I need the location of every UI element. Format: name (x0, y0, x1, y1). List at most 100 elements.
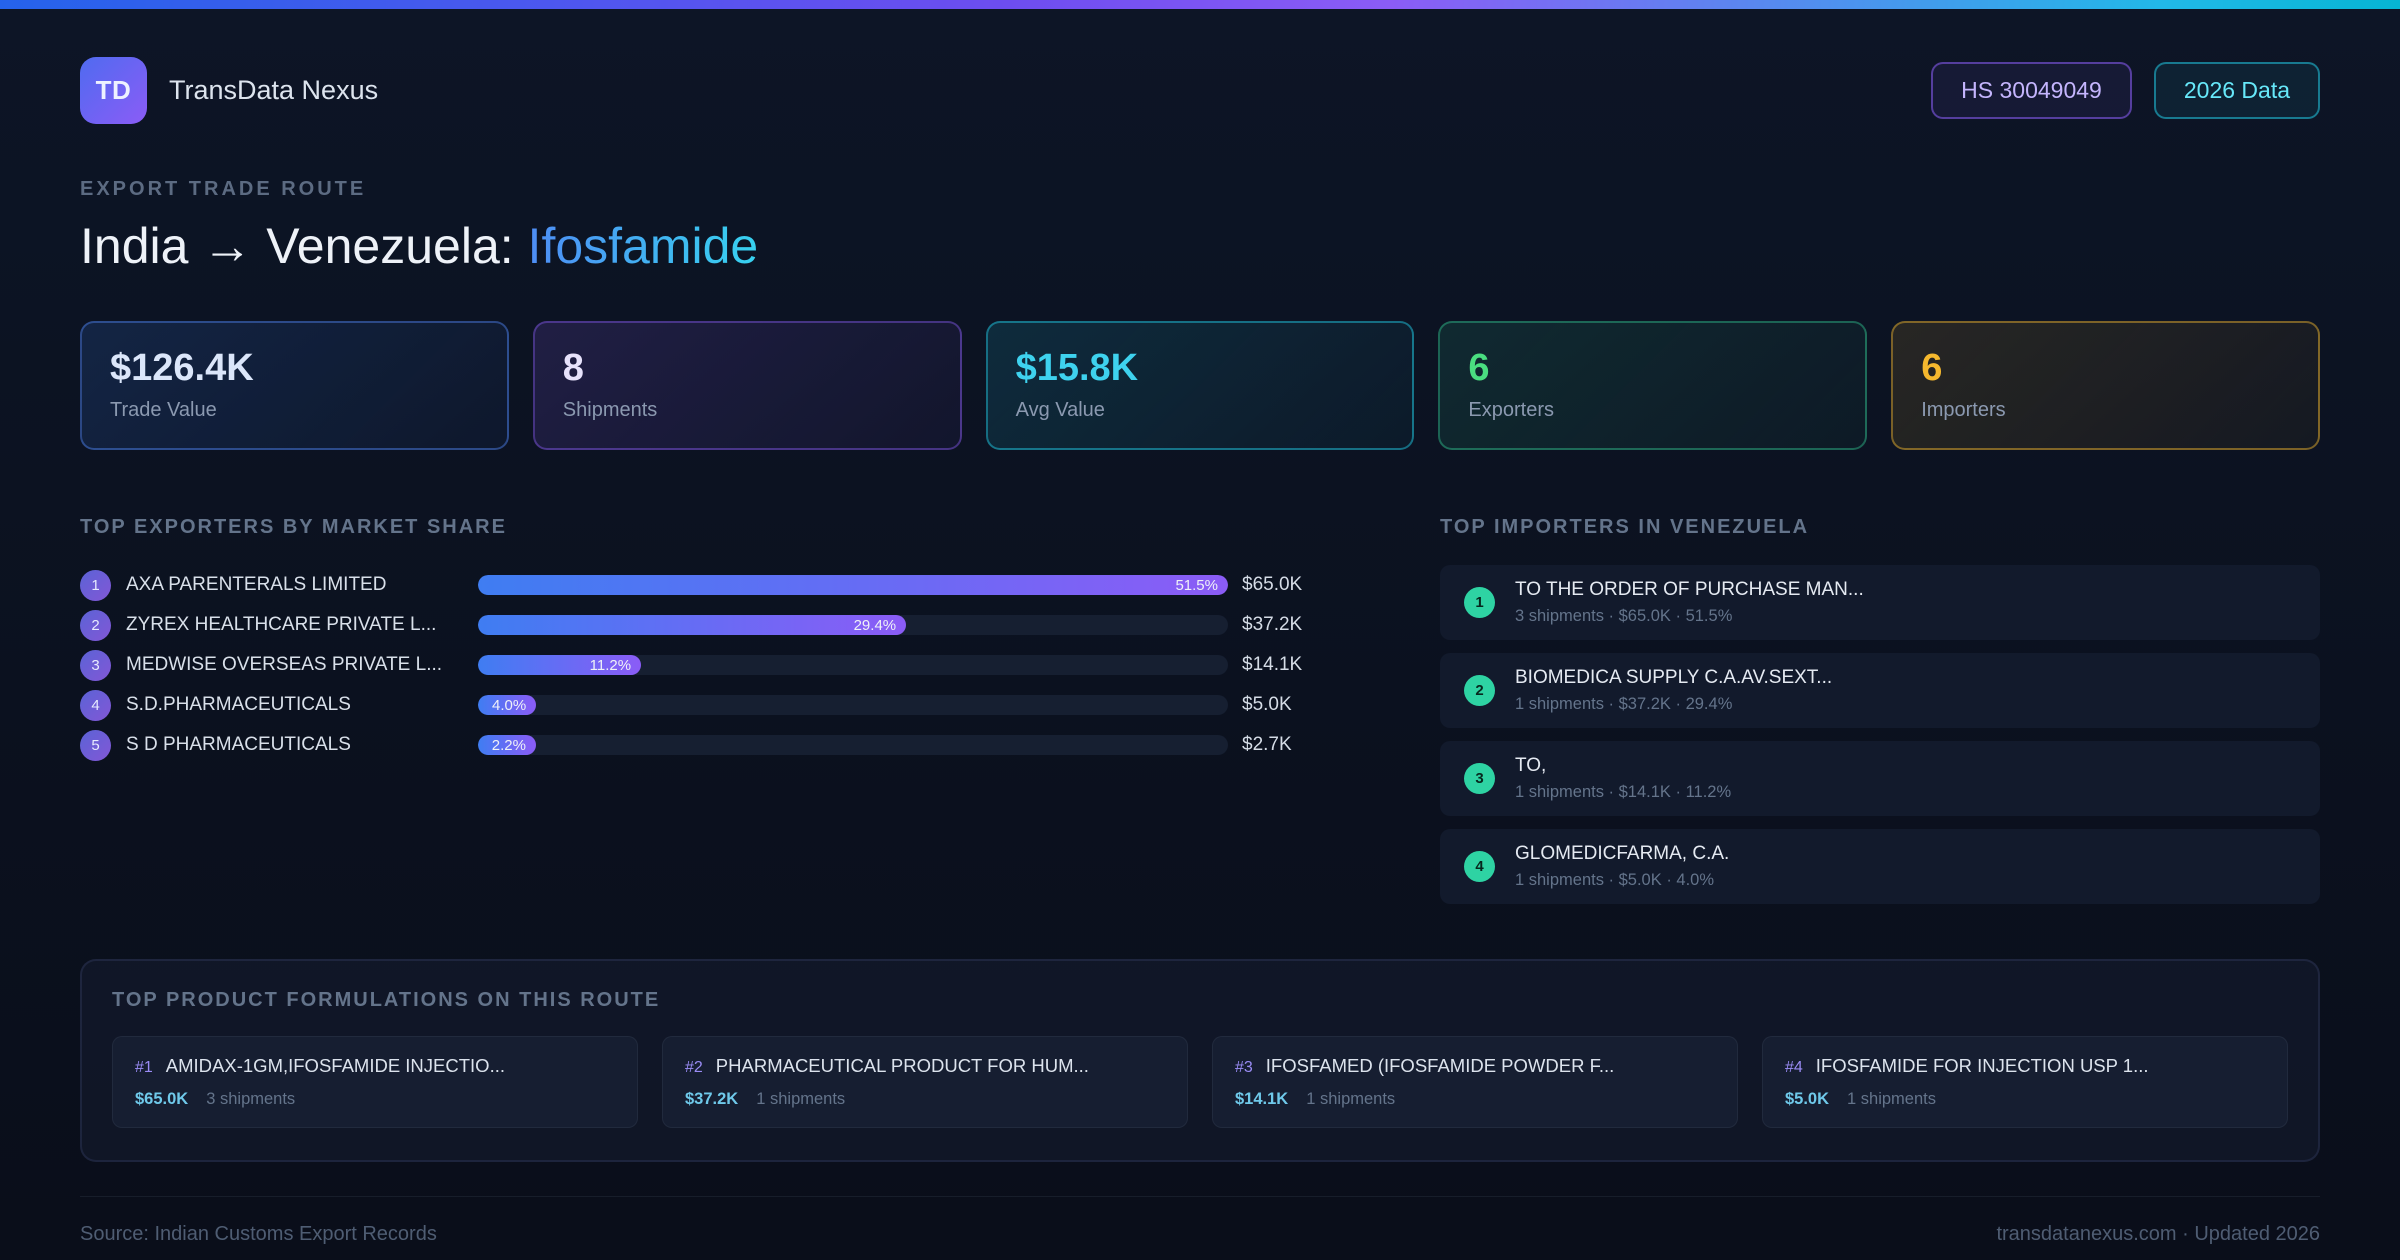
market-share-bar-track: 51.5% (478, 575, 1228, 595)
rank-badge: 5 (80, 729, 111, 761)
rank-badge: 3 (1464, 763, 1495, 794)
accent-gradient-bar (0, 0, 2400, 9)
formulation-card[interactable]: #4 IFOSFAMIDE FOR INJECTION USP 1... $5.… (1762, 1036, 2288, 1128)
main-columns: TOP EXPORTERS BY MARKET SHARE 1 AXA PARE… (80, 516, 2320, 917)
stat-label: Shipments (562, 399, 658, 421)
importer-name: TO, (1515, 755, 1547, 776)
stat-shipments[interactable]: 8 Shipments (532, 321, 962, 450)
market-share-bar-track: 2.2% (478, 735, 1228, 755)
formulation-rank: #2 (685, 1059, 703, 1076)
market-share-percent: 51.5% (1175, 576, 1218, 594)
formulation-head: #2 PHARMACEUTICAL PRODUCT FOR HUM... (685, 1055, 1165, 1077)
stat-cards: $126.4K Trade Value 8 Shipments $15.8K A… (80, 321, 2320, 450)
stat-avg-value[interactable]: $15.8K Avg Value (985, 321, 1415, 450)
formulation-card[interactable]: #3 IFOSFAMED (IFOSFAMIDE POWDER F... $14… (1212, 1036, 1738, 1128)
formulation-head: #4 IFOSFAMIDE FOR INJECTION USP 1... (1785, 1055, 2265, 1077)
footer: Source: Indian Customs Export Records tr… (80, 1196, 2320, 1246)
formulation-name: AMIDAX-1GM,IFOSFAMIDE INJECTIO... (165, 1055, 505, 1076)
importers-title: TOP IMPORTERS IN VENEZUELA (1440, 516, 1810, 538)
formulation-name: IFOSFAMIDE FOR INJECTION USP 1... (1815, 1055, 2149, 1076)
market-share-bar-fill: 11.2% (478, 655, 642, 675)
stat-trade-value[interactable]: $126.4K Trade Value (80, 321, 509, 450)
formulation-sub: $37.2K 1 shipments (685, 1090, 1165, 1109)
hs-code-badge[interactable]: HS 30049049 (1931, 62, 2132, 119)
formulation-sub: $5.0K 1 shipments (1785, 1090, 2265, 1109)
market-share-percent: 29.4% (853, 616, 897, 634)
rank-badge: 1 (1464, 587, 1495, 618)
rank-badge: 2 (1464, 675, 1495, 706)
importers-list: 1 TO THE ORDER OF PURCHASE MAN... 3 ship… (1440, 565, 2320, 904)
exporters-section: TOP EXPORTERS BY MARKET SHARE 1 AXA PARE… (80, 516, 1362, 765)
stat-label: Importers (1921, 399, 2006, 421)
formulations-title: TOP PRODUCT FORMULATIONS ON THIS ROUTE (112, 989, 661, 1011)
stat-value: 6 (1468, 347, 1490, 389)
rank-badge: 3 (80, 649, 111, 681)
importer-meta: 3 shipments · $65.0K · 51.5% (1515, 607, 1733, 625)
market-share-bar-track: 11.2% (478, 655, 1228, 675)
exporters-title: TOP EXPORTERS BY MARKET SHARE (80, 516, 507, 538)
app-logo: TD (80, 57, 147, 124)
importer-row[interactable]: 1 TO THE ORDER OF PURCHASE MAN... 3 ship… (1440, 565, 2320, 640)
exporter-row[interactable]: 1 AXA PARENTERALS LIMITED 51.5% $65.0K (80, 565, 1362, 605)
stat-value: $15.8K (1015, 347, 1139, 389)
exporter-name: AXA PARENTERALS LIMITED (126, 574, 387, 595)
stat-value: 6 (1921, 347, 1943, 389)
formulation-head: #3 IFOSFAMED (IFOSFAMIDE POWDER F... (1235, 1055, 1715, 1077)
importer-info: GLOMEDICFARMA, C.A. 1 shipments · $5.0K … (1515, 843, 1729, 890)
year-data-badge[interactable]: 2026 Data (2153, 62, 2320, 119)
formulation-rank: #3 (1235, 1059, 1253, 1076)
exporter-row[interactable]: 5 S D PHARMACEUTICALS 2.2% $2.7K (80, 725, 1362, 765)
exporter-name: S.D.PHARMACEUTICALS (126, 694, 351, 715)
importer-meta: 1 shipments · $37.2K · 29.4% (1515, 695, 1733, 713)
page: TD TransData Nexus HS 30049049 2026 Data… (0, 9, 2400, 1246)
formulation-card[interactable]: #1 AMIDAX-1GM,IFOSFAMIDE INJECTIO... $65… (112, 1036, 638, 1128)
formulation-name: IFOSFAMED (IFOSFAMIDE POWDER F... (1265, 1055, 1615, 1076)
exporter-value: $14.1K (1242, 654, 1303, 675)
formulation-rank: #4 (1785, 1059, 1803, 1076)
eyebrow-label: EXPORT TRADE ROUTE (80, 178, 367, 200)
market-share-bar-fill: 2.2% (478, 735, 536, 755)
exporter-row[interactable]: 3 MEDWISE OVERSEAS PRIVATE L... 11.2% $1… (80, 645, 1362, 685)
formulation-head: #1 AMIDAX-1GM,IFOSFAMIDE INJECTIO... (135, 1055, 615, 1077)
stat-importers[interactable]: 6 Importers (1891, 321, 2320, 450)
importer-name: TO THE ORDER OF PURCHASE MAN... (1515, 579, 1864, 600)
formulation-card[interactable]: #2 PHARMACEUTICAL PRODUCT FOR HUM... $37… (662, 1036, 1188, 1128)
market-share-percent: 4.0% (492, 696, 527, 714)
formulations-panel: TOP PRODUCT FORMULATIONS ON THIS ROUTE #… (80, 959, 2320, 1162)
importer-row[interactable]: 3 TO, 1 shipments · $14.1K · 11.2% (1440, 741, 2320, 816)
formulations-cards: #1 AMIDAX-1GM,IFOSFAMIDE INJECTIO... $65… (112, 1036, 2288, 1128)
market-share-percent: 11.2% (589, 656, 632, 674)
formulation-sub: $65.0K 3 shipments (135, 1090, 615, 1109)
importer-name: BIOMEDICA SUPPLY C.A.AV.SEXT... (1515, 667, 1833, 688)
formulation-shipments: 1 shipments (756, 1090, 846, 1108)
rank-badge: 4 (80, 689, 111, 721)
importer-row[interactable]: 2 BIOMEDICA SUPPLY C.A.AV.SEXT... 1 ship… (1440, 653, 2320, 728)
market-share-percent: 2.2% (491, 736, 526, 754)
formulation-shipments: 3 shipments (206, 1090, 296, 1108)
formulation-sub: $14.1K 1 shipments (1235, 1090, 1715, 1109)
exporter-row[interactable]: 2 ZYREX HEALTHCARE PRIVATE L... 29.4% $3… (80, 605, 1362, 645)
importers-section: TOP IMPORTERS IN VENEZUELA 1 TO THE ORDE… (1440, 516, 2320, 917)
importer-row[interactable]: 4 GLOMEDICFARMA, C.A. 1 shipments · $5.0… (1440, 829, 2320, 904)
formulation-value: $5.0K (1785, 1090, 1830, 1108)
exporters-list: 1 AXA PARENTERALS LIMITED 51.5% $65.0K 2… (80, 565, 1362, 765)
formulation-value: $14.1K (1235, 1090, 1289, 1108)
page-title: India → Venezuela: Ifosfamide (80, 217, 2320, 275)
importer-meta: 1 shipments · $5.0K · 4.0% (1515, 871, 1715, 889)
page-title-prefix: India → Venezuela: (80, 218, 528, 274)
market-share-bar-fill: 29.4% (478, 615, 907, 635)
importer-info: TO THE ORDER OF PURCHASE MAN... 3 shipme… (1515, 579, 1864, 626)
market-share-bar-track: 4.0% (478, 695, 1228, 715)
stat-exporters[interactable]: 6 Exporters (1438, 321, 1868, 450)
stat-value: $126.4K (110, 347, 254, 389)
app-name: TransData Nexus (169, 75, 379, 105)
exporter-value: $37.2K (1242, 614, 1303, 635)
page-title-highlight: Ifosfamide (527, 218, 759, 274)
footer-site[interactable]: transdatanexus.com · Updated 2026 (1996, 1223, 2320, 1245)
exporter-name: ZYREX HEALTHCARE PRIVATE L... (126, 614, 437, 635)
stat-label: Exporters (1468, 399, 1554, 421)
exporter-row[interactable]: 4 S.D.PHARMACEUTICALS 4.0% $5.0K (80, 685, 1362, 725)
footer-source: Source: Indian Customs Export Records (80, 1223, 437, 1245)
importer-name: GLOMEDICFARMA, C.A. (1515, 843, 1730, 864)
importer-meta: 1 shipments · $14.1K · 11.2% (1515, 783, 1732, 801)
